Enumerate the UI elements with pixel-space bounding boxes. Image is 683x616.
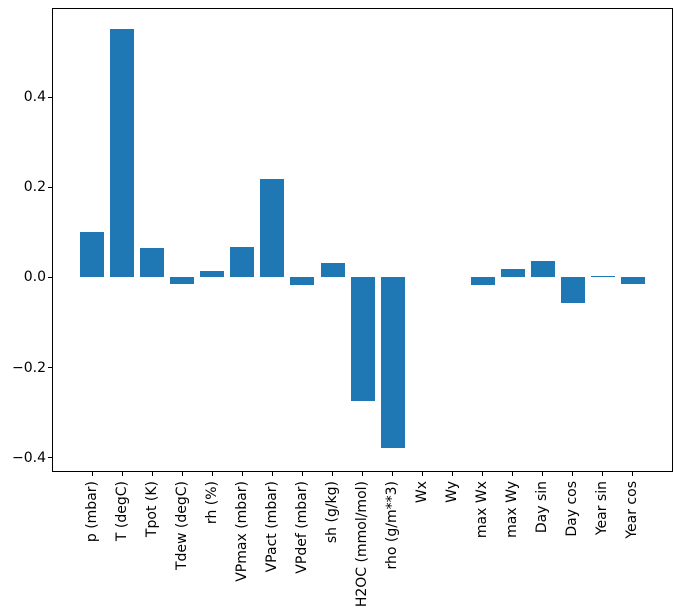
y-axis-tick [48,186,52,188]
x-tick-label-max-wx: max Wx [474,481,491,539]
x-axis-tick [332,472,333,476]
x-tick-label-year-sin: Year sin [594,481,611,536]
y-tick-label: 0.0 [23,269,46,286]
y-tick-label: 0.2 [23,179,46,196]
bar-tdew-degc [170,277,195,285]
bar-p-mbar [80,232,105,278]
x-axis-tick [452,472,454,476]
bar-day-sin [530,261,555,278]
bar-vpact-mbar [260,178,285,278]
x-axis-tick [91,472,93,476]
x-axis-tick [271,472,273,476]
x-tick-label-year-cos: Year cos [624,481,641,539]
x-tick-label-t-degc: T (degC) [113,481,130,542]
x-tick-label-rh: rh (%) [203,481,220,525]
x-axis-tick [181,472,183,476]
y-axis-tick [48,457,52,459]
x-axis-tick [121,472,123,476]
x-tick-label-vpdef-mbar: VPdef (mbar) [293,481,310,574]
x-axis-tick [422,472,424,476]
x-axis-tick [602,472,604,476]
bar-sh-g-kg [320,262,345,278]
x-axis-tick [211,472,213,476]
x-axis-tick [151,472,153,476]
bar-t-degc [110,28,135,278]
bar-max-wy [500,268,525,278]
x-tick-label-wx: Wx [414,481,431,504]
x-tick-label-max-wy: max Wy [504,481,521,538]
bar-rh [200,271,225,278]
x-tick-label-h2oc-mmol-mol: H2OC (mmol/mol) [354,481,370,608]
y-axis-tick [48,367,52,368]
y-tick-label: −0.2 [12,359,46,376]
x-axis-tick [632,472,634,476]
bar-year-sin [590,276,615,278]
x-axis-tick [241,472,243,476]
y-tick-label: −0.4 [12,449,46,466]
x-tick-label-day-cos: Day cos [564,481,581,537]
bar-vpdef-mbar [290,277,315,286]
x-tick-label-sh-g-kg: sh (g/kg) [324,481,340,544]
x-tick-label-rho-g-m-3: rho (g/m**3) [384,481,400,570]
y-axis-tick [48,276,52,278]
y-axis-tick [48,96,52,98]
y-tick-label: 0.4 [23,89,46,106]
bar-tpot-k [140,248,165,278]
x-tick-label-tpot-k: Tpot (K) [143,481,160,538]
x-tick-label-vpmax-mbar: VPmax (mbar) [233,481,250,582]
bar-h2oc-mmol-mol [350,277,375,401]
x-axis-tick [572,472,574,476]
bar-rho-g-m-3 [380,277,405,449]
x-axis-tick [482,472,484,476]
x-tick-label-tdew-degc: Tdew (degC) [173,481,190,571]
bar-day-cos [560,277,585,304]
bar-max-wx [470,277,495,285]
x-axis-tick [512,472,514,476]
x-tick-label-day-sin: Day sin [534,481,551,534]
x-axis-tick [542,472,544,476]
x-tick-label-wy: Wy [444,481,461,503]
plot-area [52,8,673,472]
x-axis-tick [362,472,363,476]
x-axis-tick [301,472,303,476]
x-tick-label-vpact-mbar: VPact (mbar) [263,481,280,573]
x-axis-tick [392,472,393,476]
bar-vpmax-mbar [230,246,255,278]
bar-year-cos [620,277,645,284]
x-tick-label-p-mbar: p (mbar) [83,481,100,543]
